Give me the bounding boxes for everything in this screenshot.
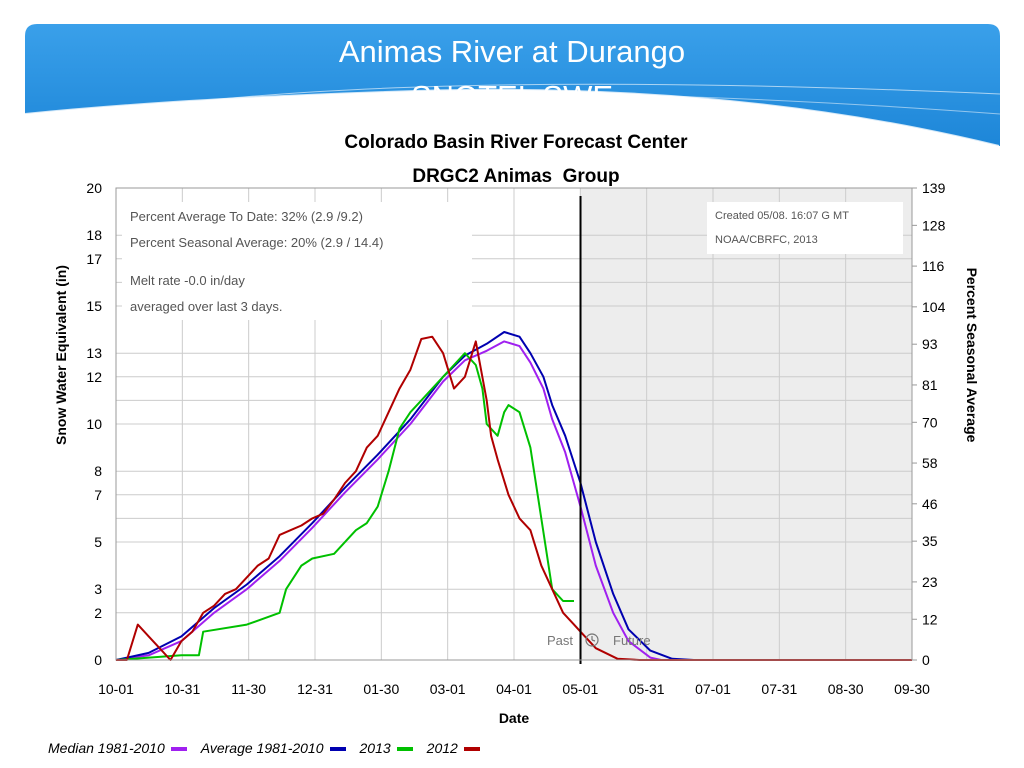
y2-tick-label: 46 bbox=[922, 496, 938, 512]
y-tick-label: 7 bbox=[94, 487, 102, 503]
x-tick-label: 07-31 bbox=[761, 681, 797, 697]
y2-tick-label: 23 bbox=[922, 574, 938, 590]
x-tick-label: 05-01 bbox=[562, 681, 598, 697]
x-tick-label: 05-31 bbox=[629, 681, 665, 697]
y-tick-label: 5 bbox=[94, 534, 102, 550]
y2-tick-label: 128 bbox=[922, 217, 946, 233]
past-label: Past bbox=[547, 633, 573, 648]
x-tick-label: 09-30 bbox=[894, 681, 930, 697]
y-tick-label: 13 bbox=[86, 345, 102, 361]
x-tick-label: 08-30 bbox=[828, 681, 864, 697]
created-line-1: Created 05/08. 16:07 G MT bbox=[715, 210, 849, 222]
y-tick-label: 20 bbox=[86, 180, 102, 196]
y-tick-label: 18 bbox=[86, 227, 102, 243]
chart-legend: Median 1981-2010 Average 1981-2010 2013 201… bbox=[48, 740, 494, 756]
series-line bbox=[115, 352, 574, 661]
title-banner bbox=[25, 24, 1000, 146]
y-tick-label: 0 bbox=[94, 652, 102, 668]
info-box: Percent Average To Date: 32% (2.9 /9.2) … bbox=[122, 202, 472, 320]
info-line-4: averaged over last 3 days. bbox=[130, 299, 283, 314]
y-tick-label: 2 bbox=[94, 605, 102, 621]
y-tick-label: 10 bbox=[86, 416, 102, 432]
legend-swatch bbox=[463, 747, 480, 752]
y2-tick-label: 104 bbox=[922, 299, 946, 315]
x-tick-label: 01-30 bbox=[363, 681, 399, 697]
series-line bbox=[115, 340, 662, 661]
legend-label: Average 1981-2010 bbox=[200, 740, 324, 756]
y2-tick-label: 35 bbox=[922, 533, 938, 549]
legend-swatch bbox=[329, 747, 346, 752]
y2-tick-label: 12 bbox=[922, 611, 938, 627]
y-axis-label: Snow Water Equivalent (in) bbox=[53, 265, 69, 445]
legend-label: Median 1981-2010 bbox=[48, 740, 165, 756]
legend-label: 2012 bbox=[426, 740, 458, 756]
y2-tick-label: 0 bbox=[922, 652, 930, 668]
chart-title: Colorado Basin River Forecast Center bbox=[344, 132, 688, 153]
legend-swatch bbox=[396, 747, 413, 752]
y-tick-label: 8 bbox=[94, 463, 102, 479]
x-tick-label: 07-01 bbox=[695, 681, 731, 697]
chart-subtitle: DRGC2 Animas Group bbox=[412, 166, 619, 187]
y2-tick-label: 58 bbox=[922, 455, 938, 471]
x-tick-label: 10-01 bbox=[98, 681, 134, 697]
x-tick-label: 10-31 bbox=[164, 681, 200, 697]
created-line-2: NOAA/CBRFC, 2013 bbox=[715, 234, 818, 246]
y-tick-label: 17 bbox=[86, 251, 102, 267]
x-tick-label: 04-01 bbox=[496, 681, 532, 697]
created-box: Created 05/08. 16:07 G MT NOAA/CBRFC, 20… bbox=[707, 202, 903, 254]
info-line-3: Melt rate -0.0 in/day bbox=[130, 273, 245, 288]
y-tick-label: 15 bbox=[86, 298, 102, 314]
x-tick-label: 11-30 bbox=[231, 681, 266, 697]
y2-tick-label: 116 bbox=[922, 258, 945, 274]
x-tick-label: 03-01 bbox=[430, 681, 466, 697]
legend-label: 2013 bbox=[359, 740, 391, 756]
future-label: Future bbox=[613, 633, 651, 648]
series-line bbox=[115, 331, 694, 661]
y2-tick-label: 70 bbox=[922, 414, 938, 430]
x-axis-label: Date bbox=[499, 710, 530, 726]
y-tick-label: 12 bbox=[86, 369, 102, 385]
y2-axis-label: Percent Seasonal Average bbox=[964, 268, 980, 443]
y-tick-label: 3 bbox=[94, 581, 102, 597]
info-line-1: Percent Average To Date: 32% (2.9 /9.2) bbox=[130, 209, 363, 224]
slide-title-line1: Animas River at Durango bbox=[338, 34, 686, 69]
y2-tick-label: 139 bbox=[922, 180, 946, 196]
series-line bbox=[116, 335, 912, 661]
clock-icon bbox=[585, 633, 599, 647]
plot-border bbox=[115, 187, 913, 661]
x-tick-label: 12-31 bbox=[297, 681, 333, 697]
y2-tick-label: 93 bbox=[922, 336, 938, 352]
legend-swatch bbox=[170, 747, 187, 752]
info-line-2: Percent Seasonal Average: 20% (2.9 / 14.… bbox=[130, 235, 384, 250]
slide-title-line2: SNOTEL SWE bbox=[410, 79, 614, 114]
y2-tick-label: 81 bbox=[922, 377, 938, 393]
